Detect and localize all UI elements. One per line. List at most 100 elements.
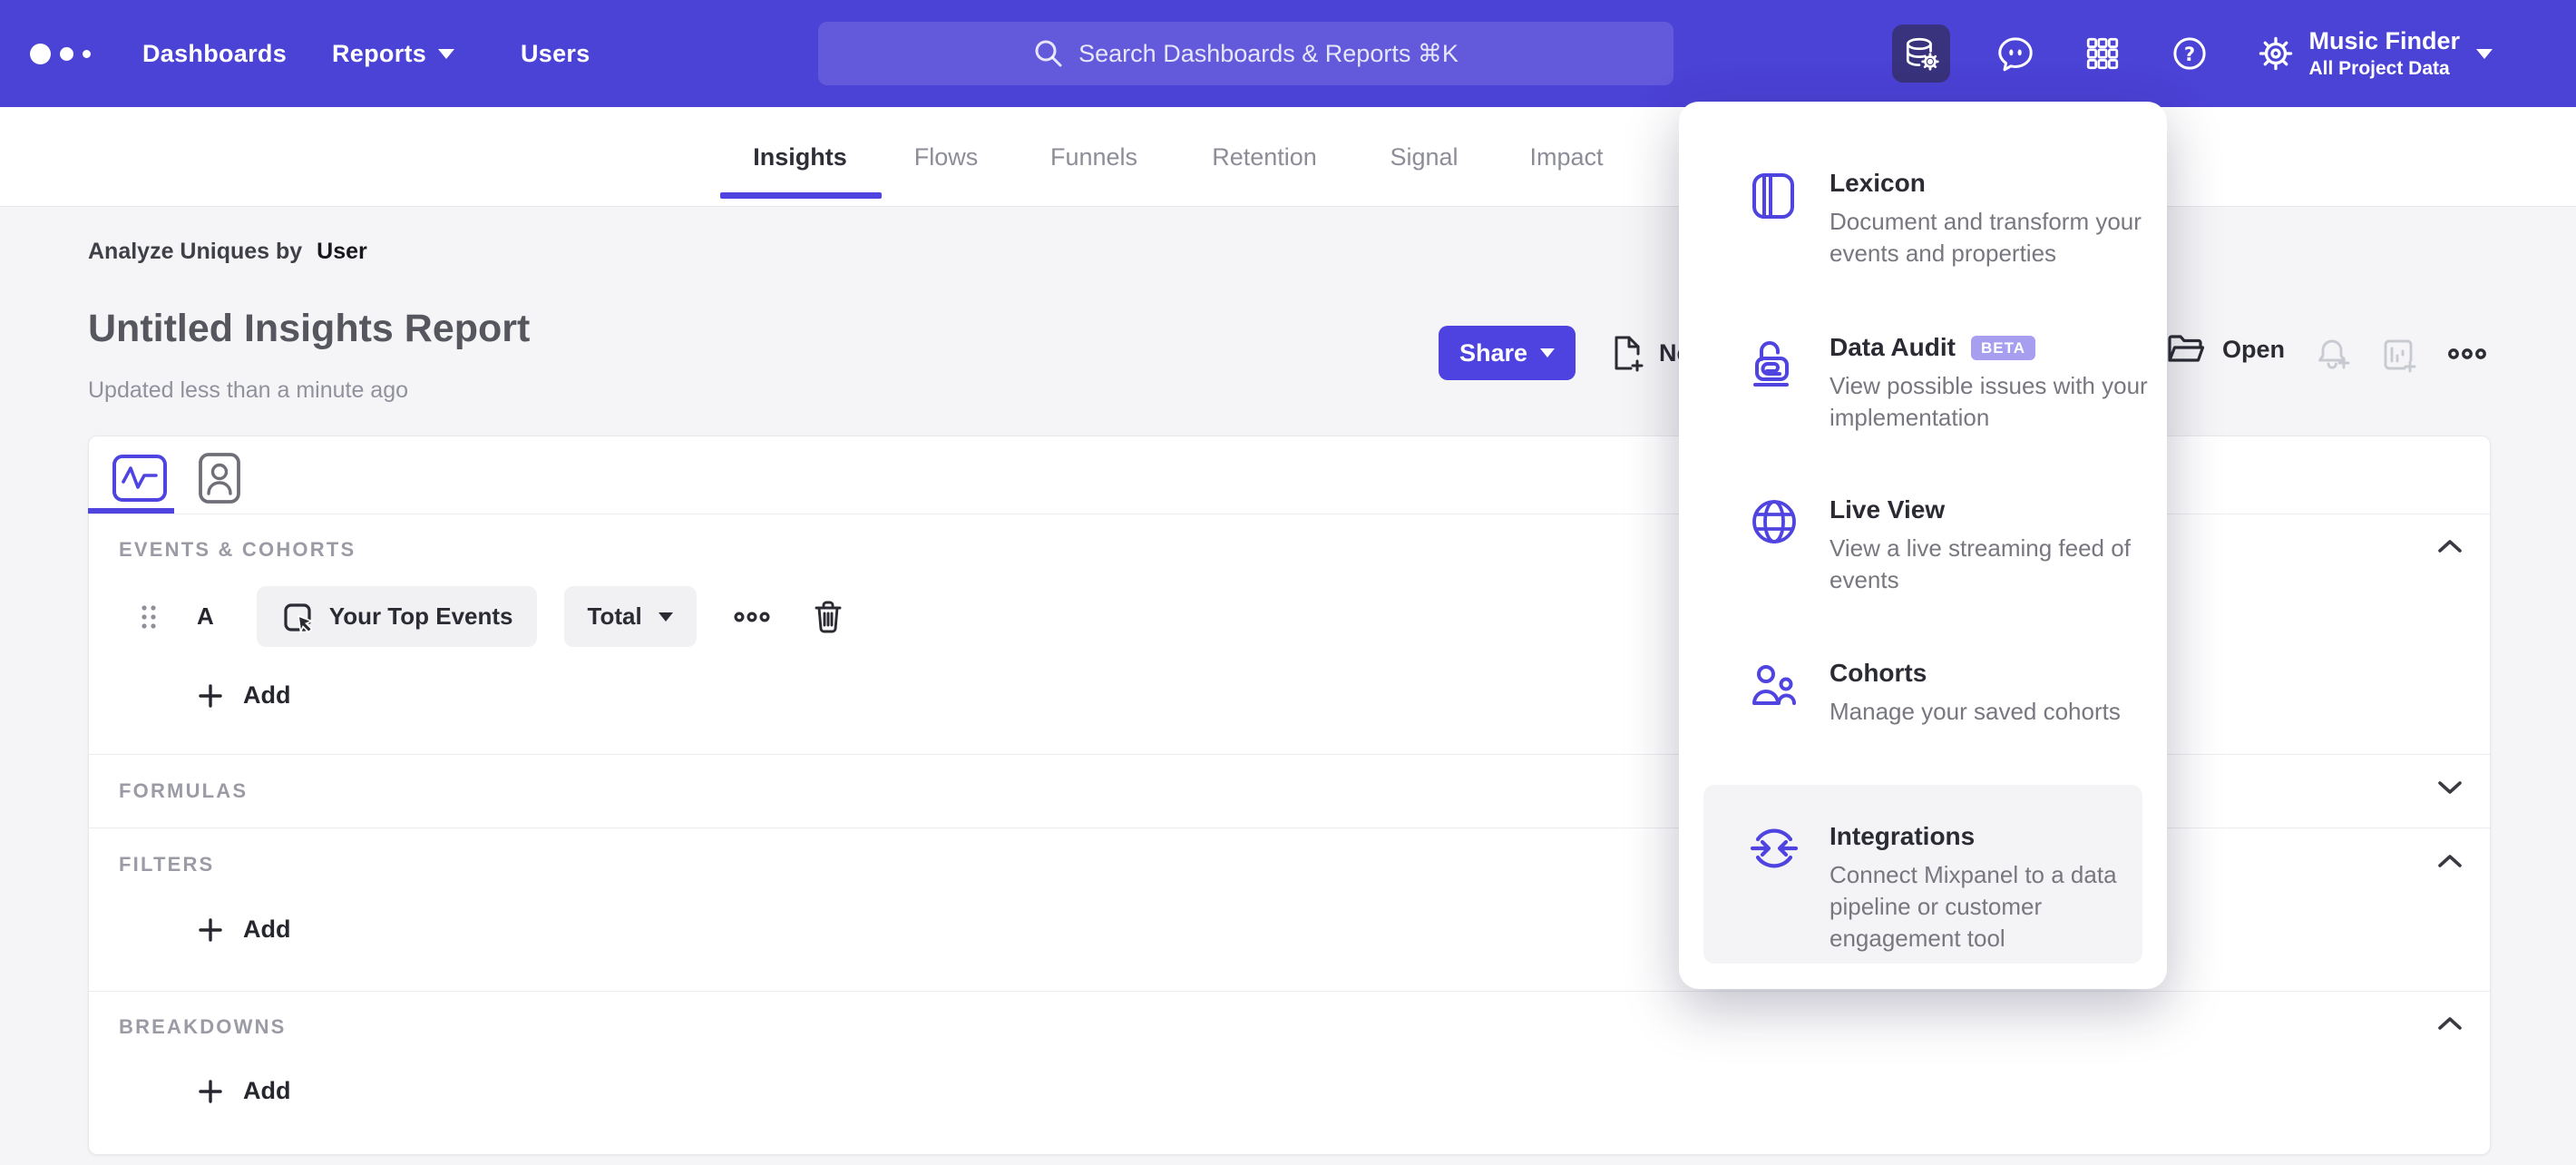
menu-item-title: Lexicon	[1830, 169, 1926, 197]
event-row: A Your Top Events Total	[89, 586, 844, 647]
menu-item-desc: Document and transform your events and p…	[1830, 208, 2142, 267]
data-management-menu: Lexicon Document and transform your even…	[1679, 102, 2167, 989]
add-event-button[interactable]: Add	[198, 681, 290, 710]
add-to-board-button[interactable]	[2381, 337, 2417, 377]
chevron-up-icon	[2438, 855, 2462, 867]
line-chart-view-icon	[112, 455, 167, 502]
menu-item-desc: View possible issues with your implement…	[1830, 372, 2148, 431]
document-plus-icon	[1615, 336, 1644, 372]
analyze-label: Analyze Uniques by	[88, 239, 303, 264]
search-icon	[1035, 40, 1062, 67]
menu-item-title: Cohorts	[1830, 659, 1927, 687]
chevron-down-icon	[2438, 781, 2462, 794]
event-more-button[interactable]	[733, 609, 771, 625]
divider	[89, 827, 2490, 828]
bell-plus-icon	[2318, 339, 2350, 369]
chevron-down-icon	[2476, 48, 2493, 59]
chart-plus-icon	[2384, 339, 2416, 373]
tab-retention[interactable]: Retention	[1212, 142, 1317, 171]
new-report-button[interactable]: Ne	[1610, 334, 1683, 372]
project-scope: All Project Data	[2308, 57, 2450, 79]
feedback-icon	[1998, 37, 2033, 72]
apps-grid-button[interactable]	[2075, 0, 2130, 107]
divider	[89, 754, 2490, 755]
event-click-icon	[284, 602, 314, 634]
view-tab-user-profiles[interactable]	[197, 451, 242, 510]
metric-selector-button[interactable]: Total	[563, 586, 697, 647]
menu-item-desc: View a live streaming feed of events	[1830, 534, 2131, 593]
drag-handle-icon[interactable]	[139, 602, 159, 631]
collapse-events-button[interactable]	[2435, 538, 2464, 559]
nav-item-users[interactable]: Users	[521, 0, 590, 107]
section-label-filters: FILTERS	[119, 853, 215, 876]
integrations-sync-icon	[1750, 828, 1799, 868]
nav-item-label: Reports	[332, 39, 427, 67]
alert-subscribe-button[interactable]	[2315, 337, 2351, 377]
project-name: Music Finder	[2308, 27, 2460, 55]
menu-item-desc: Connect Mixpanel to a data pipeline or c…	[1830, 861, 2117, 952]
cohorts-people-icon	[1752, 665, 1796, 705]
beta-badge: BETA	[1970, 335, 2035, 360]
open-label: Open	[2222, 335, 2286, 363]
tab-funnels[interactable]: Funnels	[1049, 142, 1138, 171]
tab-insights[interactable]: Insights	[753, 142, 847, 171]
menu-item-desc: Manage your saved cohorts	[1830, 698, 2121, 725]
settings-icon	[2259, 36, 2293, 71]
project-selector[interactable]: Music Finder All Project Data	[2308, 0, 2493, 107]
chevron-up-icon	[2438, 540, 2462, 553]
data-management-button[interactable]	[1892, 24, 1950, 83]
collapse-filters-button[interactable]	[2435, 853, 2464, 874]
nav-item-label: Dashboards	[142, 39, 288, 67]
page-title[interactable]: Untitled Insights Report	[88, 307, 531, 350]
nav-item-reports[interactable]: Reports	[332, 0, 455, 107]
tab-impact[interactable]: Impact	[1529, 142, 1604, 171]
active-view-underline	[88, 508, 174, 514]
add-breakdown-button[interactable]: Add	[198, 1077, 290, 1105]
report-tabstrip: Insights Flows Funnels Retention Signal …	[0, 107, 2576, 207]
chevron-down-icon	[658, 612, 673, 622]
section-label-events-cohorts: EVENTS & COHORTS	[119, 538, 356, 561]
delete-event-button[interactable]	[812, 599, 844, 635]
section-label-formulas: FORMULAS	[119, 779, 249, 802]
tab-signal[interactable]: Signal	[1390, 142, 1459, 171]
mixpanel-logo[interactable]	[30, 0, 91, 107]
folder-open-icon	[2168, 335, 2205, 362]
more-actions-button[interactable]	[2446, 345, 2488, 367]
expand-formulas-button[interactable]	[2435, 779, 2464, 800]
chevron-down-icon	[1540, 348, 1556, 357]
top-navbar: Dashboards Reports Users Search Dashboar…	[0, 0, 2576, 107]
plus-icon	[199, 683, 222, 708]
lock-audit-icon	[1753, 341, 1789, 387]
help-button[interactable]: ?	[2162, 0, 2217, 107]
section-label-breakdowns: BREAKDOWNS	[119, 1015, 287, 1038]
event-selector-button[interactable]: Your Top Events	[256, 586, 537, 647]
book-icon	[1752, 173, 1794, 219]
plus-icon	[199, 1079, 222, 1103]
view-tab-insights-chart[interactable]	[111, 453, 169, 508]
svg-text:?: ?	[2184, 43, 2195, 65]
menu-item-title: Live View	[1830, 495, 1946, 524]
chevron-up-icon	[2438, 1017, 2462, 1030]
nav-item-label: Users	[521, 39, 590, 67]
updated-timestamp: Updated less than a minute ago	[88, 377, 409, 403]
chevron-down-icon	[438, 48, 455, 59]
metric-value: Total	[587, 602, 642, 630]
analyze-value-selector[interactable]: User	[317, 239, 367, 264]
divider	[89, 991, 2490, 992]
menu-item-title: Data Audit	[1830, 333, 1956, 361]
share-button[interactable]: Share	[1439, 326, 1576, 380]
feedback-button[interactable]	[1988, 0, 2043, 107]
search-input[interactable]: Search Dashboards & Reports ⌘K	[818, 22, 1673, 85]
analyze-breadcrumb: Analyze Uniques by User	[88, 239, 367, 265]
data-management-icon	[1906, 37, 1939, 71]
user-profile-view-icon	[199, 453, 240, 504]
add-filter-button[interactable]: Add	[198, 915, 290, 944]
settings-button[interactable]	[2249, 0, 2303, 107]
open-report-button[interactable]: Open	[2166, 332, 2285, 367]
event-series-letter: A	[197, 602, 214, 630]
tab-flows[interactable]: Flows	[913, 142, 979, 171]
collapse-breakdowns-button[interactable]	[2435, 1015, 2464, 1036]
nav-item-dashboards[interactable]: Dashboards	[142, 0, 287, 107]
event-name: Your Top Events	[328, 602, 513, 630]
